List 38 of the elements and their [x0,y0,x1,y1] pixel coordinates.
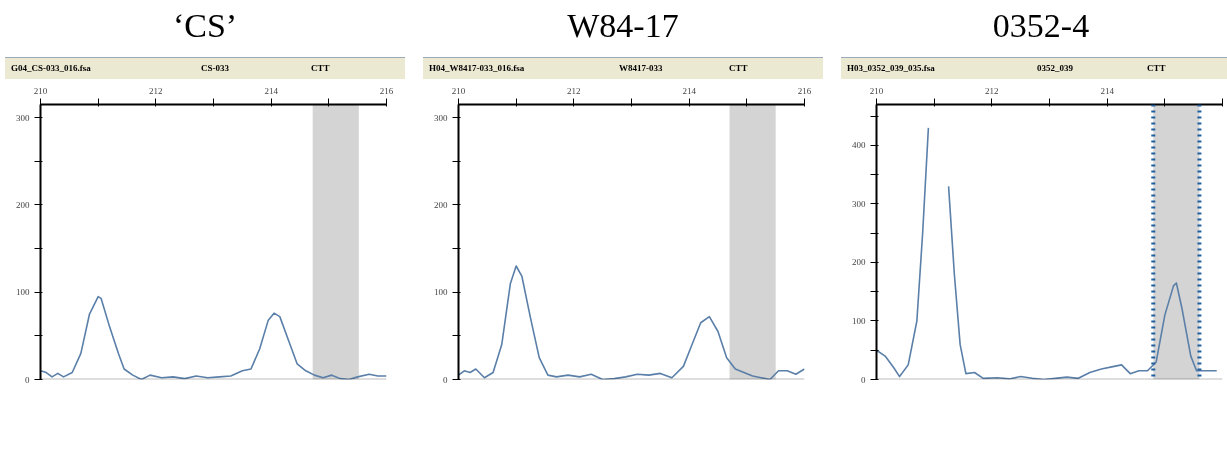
x-tick-label: 216 [797,85,812,96]
y-tick-label: 100 [434,287,448,298]
y-tick-label: 0 [443,374,448,385]
x-tick-label: 210 [869,85,884,96]
y-tick-label: 100 [16,287,30,298]
y-tick-label: 0 [25,374,30,385]
text: H03_0352_039_035.fsa [847,62,936,75]
y-tick-label: 300 [852,198,866,209]
y-tick-label: 100 [852,315,866,326]
text: CTT [729,62,749,75]
text: CTT [1147,62,1167,75]
y-tick-label: 300 [434,112,448,123]
line-series [40,295,387,380]
x-tick-label: 214 [264,85,279,96]
y-tick-label: 400 [852,140,866,151]
text: W8417-033 [619,62,664,75]
text: CS-033 [201,62,230,75]
x-tick-label: 210 [33,85,48,96]
text: G04_CS-033_016.fsa [11,62,92,75]
chart-title: W84-17 [567,6,679,46]
x-tick-label: 216 [379,85,394,96]
chart-title: 0352-4 [992,6,1090,46]
text: H04_W8417-033_016.fsa [429,62,526,75]
chart-title: ‘CS’ [172,6,238,46]
y-tick-label: 200 [852,257,866,268]
x-tick-label: 214 [682,85,697,96]
y-tick-label: 0 [861,374,866,385]
x-tick-label: 212 [985,85,999,96]
text: CTT [311,62,331,75]
line-series [458,265,805,380]
x-tick-label: 210 [451,85,466,96]
y-tick-label: 300 [16,112,30,123]
y-tick-label: 200 [434,199,448,210]
x-tick-label: 212 [149,85,163,96]
text: 0352_039 [1037,62,1074,75]
x-tick-label: 214 [1100,85,1115,96]
x-tick-label: 212 [567,85,581,96]
y-tick-label: 200 [16,199,30,210]
